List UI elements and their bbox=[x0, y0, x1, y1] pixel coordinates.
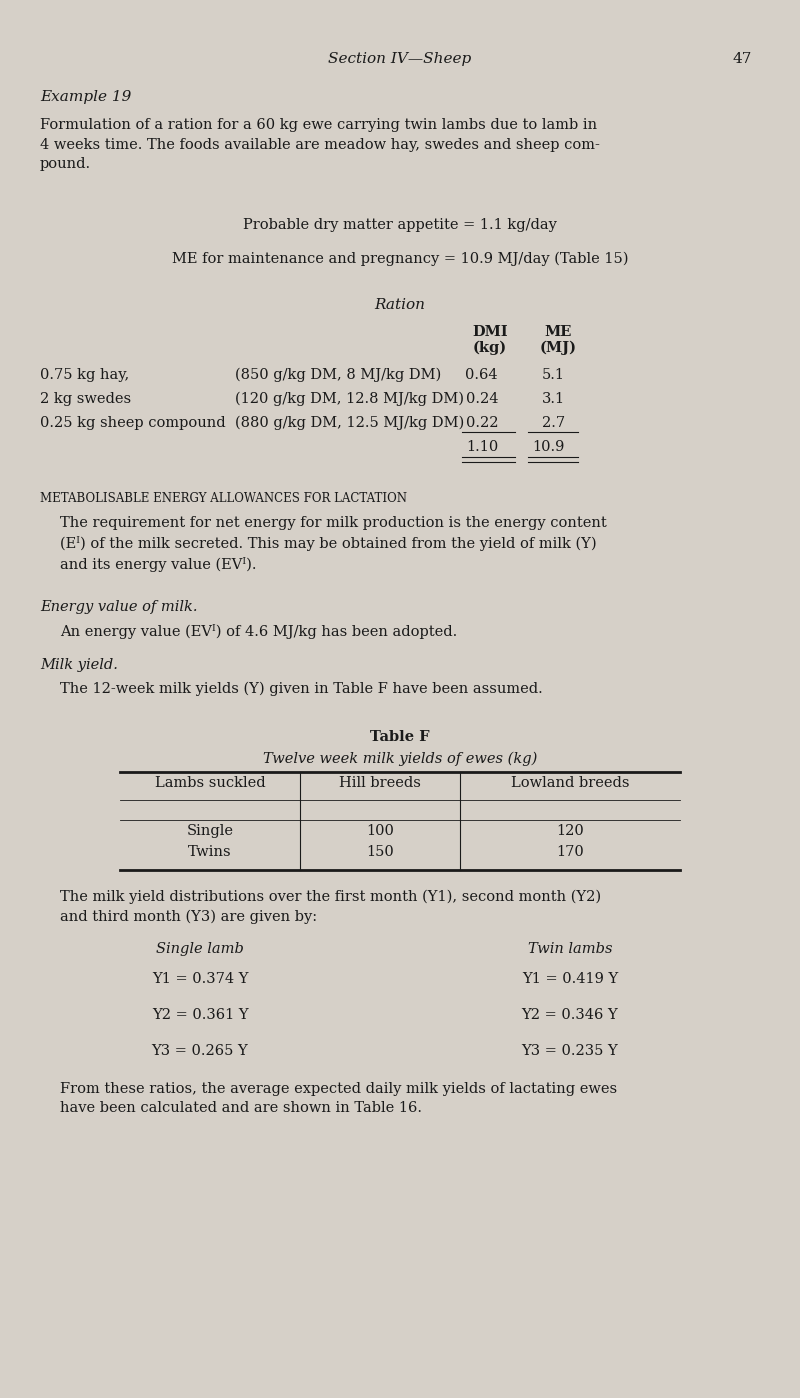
Text: Y2 = 0.361 Y: Y2 = 0.361 Y bbox=[152, 1008, 248, 1022]
Text: DMI: DMI bbox=[472, 324, 508, 338]
Text: Probable dry matter appetite = 1.1 kg/day: Probable dry matter appetite = 1.1 kg/da… bbox=[243, 218, 557, 232]
Text: Twelve week milk yields of ewes (kg): Twelve week milk yields of ewes (kg) bbox=[263, 752, 537, 766]
Text: 0.24: 0.24 bbox=[466, 391, 498, 405]
Text: 0.25 kg sheep compound: 0.25 kg sheep compound bbox=[40, 417, 226, 431]
Text: 1.10: 1.10 bbox=[466, 440, 498, 454]
Text: 100: 100 bbox=[366, 823, 394, 837]
Text: The requirement for net energy for milk production is the energy content
(Eᴵ) of: The requirement for net energy for milk … bbox=[60, 516, 606, 572]
Text: An energy value (EVᴵ) of 4.6 MJ/kg has been adopted.: An energy value (EVᴵ) of 4.6 MJ/kg has b… bbox=[60, 624, 458, 639]
Text: From these ratios, the average expected daily milk yields of lactating ewes
have: From these ratios, the average expected … bbox=[60, 1082, 617, 1116]
Text: 0.64: 0.64 bbox=[466, 368, 498, 382]
Text: (120 g/kg DM, 12.8 MJ/kg DM): (120 g/kg DM, 12.8 MJ/kg DM) bbox=[235, 391, 464, 407]
Text: Y3 = 0.265 Y: Y3 = 0.265 Y bbox=[152, 1044, 248, 1058]
Text: Y3 = 0.235 Y: Y3 = 0.235 Y bbox=[522, 1044, 618, 1058]
Text: Twin lambs: Twin lambs bbox=[528, 942, 612, 956]
Text: METABOLISABLE ENERGY ALLOWANCES FOR LACTATION: METABOLISABLE ENERGY ALLOWANCES FOR LACT… bbox=[40, 492, 407, 505]
Text: The milk yield distributions over the first month (Y1), second month (Y2)
and th: The milk yield distributions over the fi… bbox=[60, 891, 601, 924]
Text: 150: 150 bbox=[366, 844, 394, 858]
Text: Single lamb: Single lamb bbox=[156, 942, 244, 956]
Text: (MJ): (MJ) bbox=[539, 341, 577, 355]
Text: Energy value of milk.: Energy value of milk. bbox=[40, 600, 198, 614]
Text: 10.9: 10.9 bbox=[533, 440, 565, 454]
Text: Single: Single bbox=[186, 823, 234, 837]
Text: Section IV—Sheep: Section IV—Sheep bbox=[328, 52, 472, 66]
Text: Y2 = 0.346 Y: Y2 = 0.346 Y bbox=[522, 1008, 618, 1022]
Text: ME for maintenance and pregnancy = 10.9 MJ/day (Table 15): ME for maintenance and pregnancy = 10.9 … bbox=[172, 252, 628, 267]
Text: 170: 170 bbox=[556, 844, 584, 858]
Text: 3.1: 3.1 bbox=[542, 391, 565, 405]
Text: Twins: Twins bbox=[188, 844, 232, 858]
Text: Lambs suckled: Lambs suckled bbox=[154, 776, 266, 790]
Text: Y1 = 0.374 Y: Y1 = 0.374 Y bbox=[152, 972, 248, 986]
Text: 0.75 kg hay,: 0.75 kg hay, bbox=[40, 368, 130, 382]
Text: Ration: Ration bbox=[374, 298, 426, 312]
Text: (850 g/kg DM, 8 MJ/kg DM): (850 g/kg DM, 8 MJ/kg DM) bbox=[235, 368, 442, 383]
Text: Formulation of a ration for a 60 kg ewe carrying twin lambs due to lamb in
4 wee: Formulation of a ration for a 60 kg ewe … bbox=[40, 117, 600, 171]
Text: 2.7: 2.7 bbox=[542, 417, 565, 431]
Text: 47: 47 bbox=[733, 52, 752, 66]
Text: Lowland breeds: Lowland breeds bbox=[510, 776, 630, 790]
Text: ME: ME bbox=[544, 324, 572, 338]
Text: Table F: Table F bbox=[370, 730, 430, 744]
Text: 120: 120 bbox=[556, 823, 584, 837]
Text: Hill breeds: Hill breeds bbox=[339, 776, 421, 790]
Text: (880 g/kg DM, 12.5 MJ/kg DM): (880 g/kg DM, 12.5 MJ/kg DM) bbox=[235, 417, 464, 431]
Text: 2 kg swedes: 2 kg swedes bbox=[40, 391, 131, 405]
Text: Milk yield.: Milk yield. bbox=[40, 658, 118, 672]
Text: The 12-week milk yields (Y) given in Table F have been assumed.: The 12-week milk yields (Y) given in Tab… bbox=[60, 682, 542, 696]
Text: 0.22: 0.22 bbox=[466, 417, 498, 431]
Text: Y1 = 0.419 Y: Y1 = 0.419 Y bbox=[522, 972, 618, 986]
Text: Example 19: Example 19 bbox=[40, 89, 131, 103]
Text: (kg): (kg) bbox=[473, 341, 507, 355]
Text: 5.1: 5.1 bbox=[542, 368, 565, 382]
